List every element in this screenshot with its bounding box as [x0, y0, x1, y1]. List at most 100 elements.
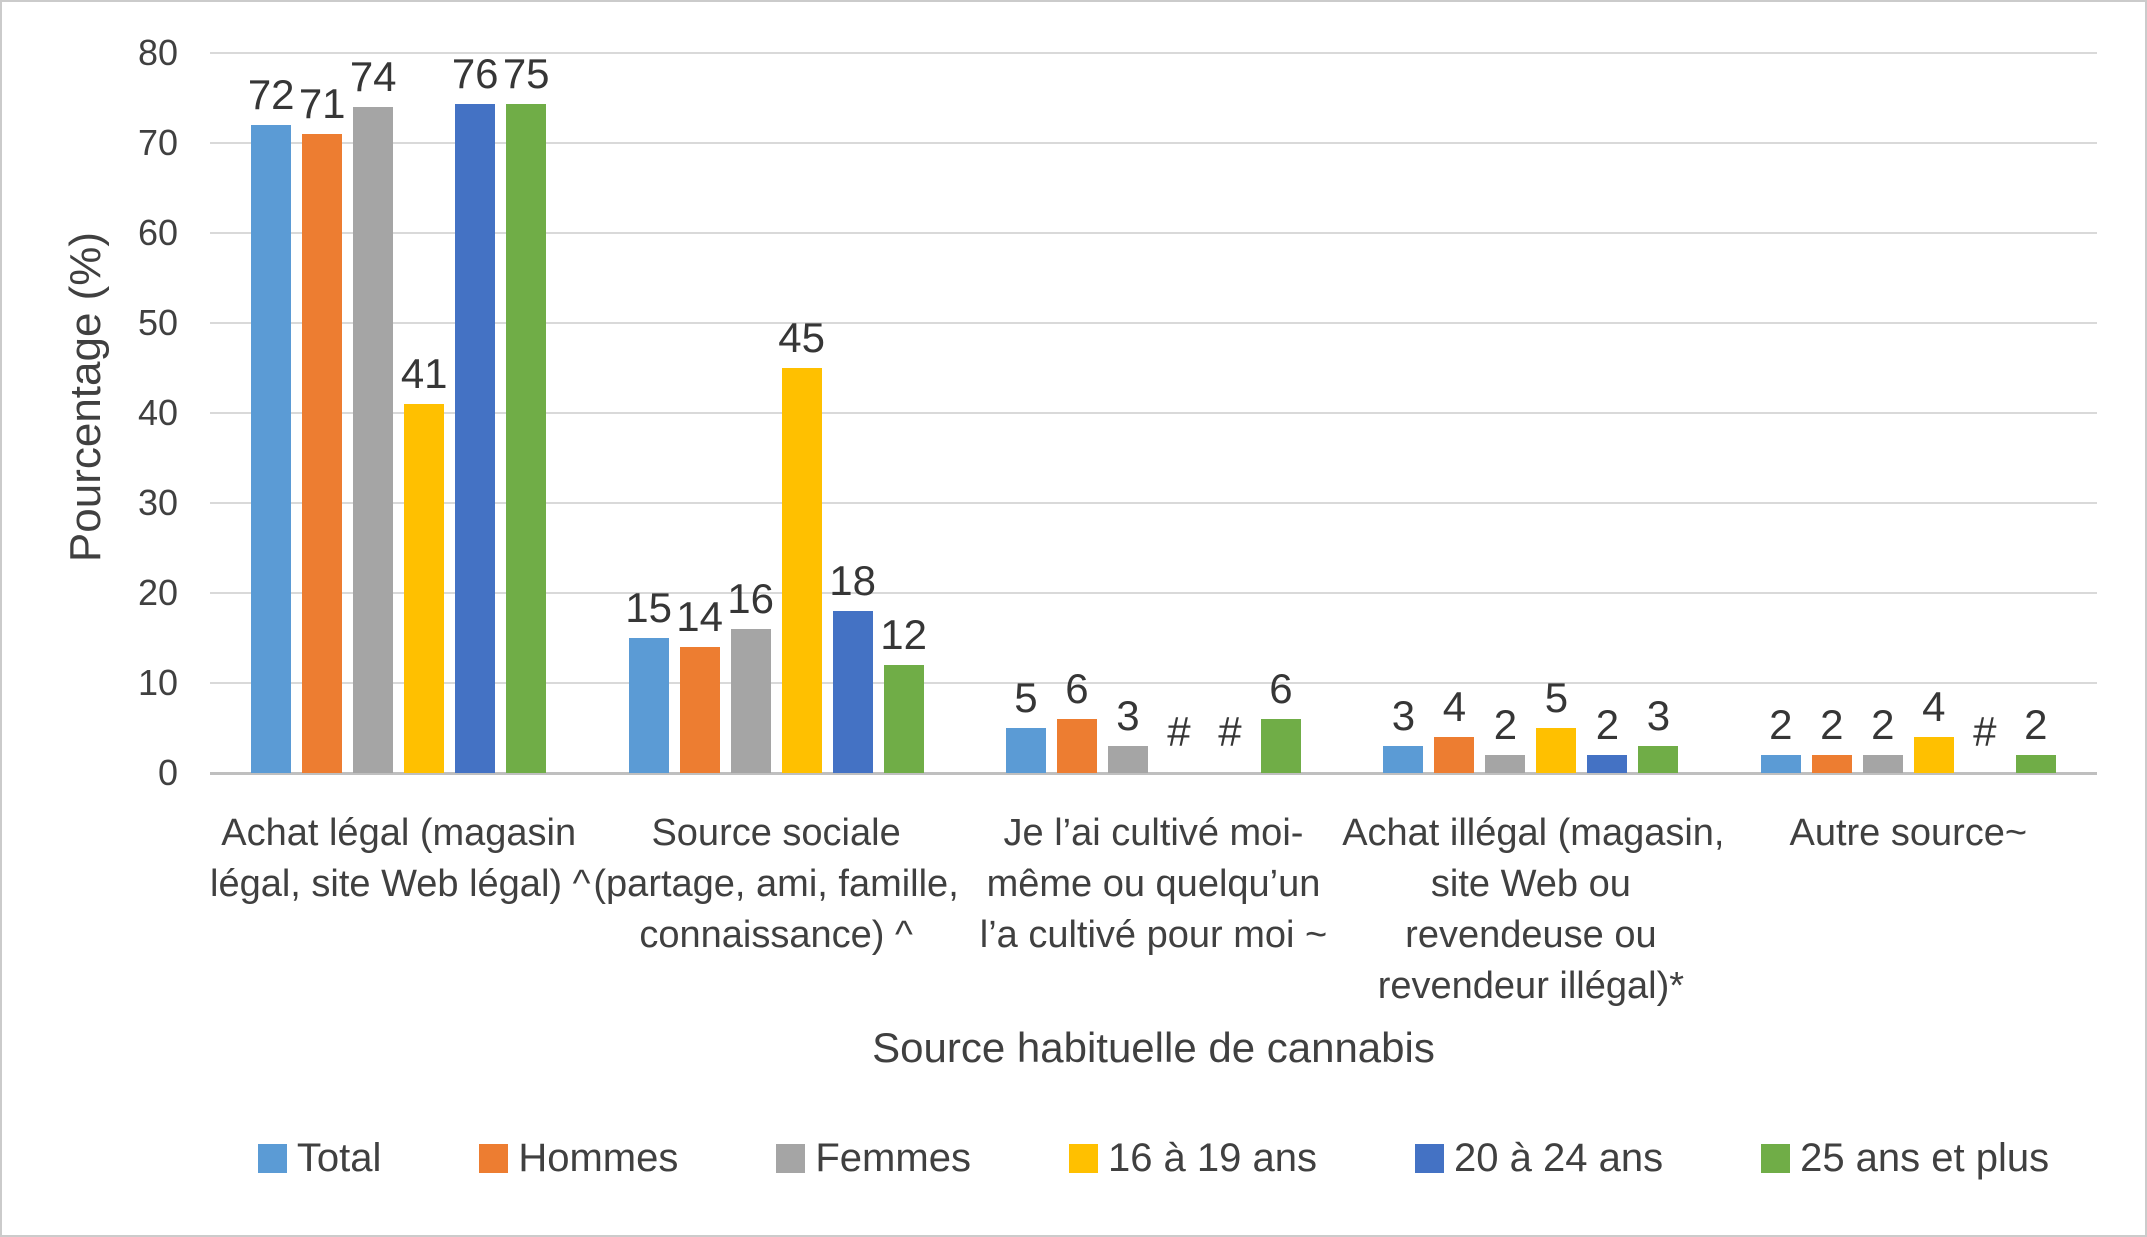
bar-value-label: 41 [400, 350, 448, 397]
bar-slot: 3 [1383, 53, 1424, 773]
category-label: Source sociale (partage, ami, famille, c… [593, 812, 959, 956]
legend-label: 25 ans et plus [1800, 1135, 2050, 1180]
bar-slot: 18 [829, 53, 876, 773]
bar-value-label: 14 [676, 593, 723, 640]
category-axis-labels: Achat légal (magasin légal, site Web lég… [210, 808, 2097, 1018]
bar-group: 2 2 2 4 #2 [1720, 53, 2097, 773]
bar-value-label: 72 [247, 71, 295, 118]
bar [781, 368, 822, 773]
bar [404, 404, 445, 773]
x-axis-title: Source habituelle de cannabis [872, 1024, 1435, 1071]
legend-label: 20 à 24 ans [1454, 1135, 1664, 1180]
y-axis-tick-label: 40 [137, 392, 178, 433]
bar [832, 611, 873, 773]
bar-slot: 2 [1587, 53, 1628, 773]
bar [1107, 746, 1148, 773]
legend-item: Total [257, 1135, 382, 1181]
legend: Total Hommes Femmes 16 à 19 ans 20 à 24 ans 2… [210, 1128, 2097, 1188]
bar-value-label: 12 [880, 611, 927, 658]
bar [1587, 755, 1628, 773]
bar-value-label: 76 [451, 50, 499, 97]
legend-item: Femmes [776, 1136, 971, 1181]
bar [730, 629, 771, 773]
gridline [210, 52, 2097, 54]
bar-value-label: 15 [625, 584, 672, 631]
bar-group: 72 71 74 41 76 75 [210, 53, 587, 773]
bar-slot: 4 [1913, 53, 1954, 773]
gridline [210, 592, 2097, 594]
bar-slot: 6 [1260, 53, 1301, 773]
suppressed-value-label: # [1167, 708, 1191, 755]
gridline [210, 412, 2097, 414]
bar [1536, 728, 1577, 773]
bar [302, 134, 343, 773]
bar-slot: 2 [2015, 53, 2056, 773]
gridline [210, 502, 2097, 504]
bar-slot: 71 [299, 53, 346, 773]
suppressed-value-label: # [1218, 708, 1242, 755]
bar [1434, 737, 1475, 773]
legend-item: 16 à 19 ans [1068, 1135, 1318, 1181]
bar-slot: 72 [248, 53, 295, 773]
bar-slot: 3 [1107, 53, 1148, 773]
bar [679, 647, 720, 773]
bar-value-label: 5 [1014, 674, 1038, 721]
bar-value-label: 2 [2024, 701, 2048, 748]
category-label: Autre source~ [1789, 812, 2028, 854]
bar-value-label: 2 [1820, 701, 1844, 748]
x-axis-line [210, 771, 2097, 775]
bar-value-label: 71 [298, 80, 346, 127]
y-axis-tick-label: 20 [137, 572, 178, 613]
bar-slot: 45 [778, 53, 825, 773]
bar [455, 104, 496, 773]
legend-label: Total [296, 1135, 382, 1180]
bar-value-label: 18 [829, 557, 876, 604]
bar [353, 107, 394, 773]
bar [251, 125, 292, 773]
bar-slot: 2 [1862, 53, 1903, 773]
bar [2015, 755, 2056, 773]
bar [1811, 755, 1852, 773]
bar-value-label: 74 [349, 53, 397, 100]
bar-slot: 2 [1485, 53, 1526, 773]
bar-slot: 4 [1434, 53, 1475, 773]
bar [506, 104, 547, 773]
bar-slot: 2 [1811, 53, 1852, 773]
bar [1760, 755, 1801, 773]
bar-value-label: 2 [1769, 701, 1793, 748]
legend-swatch [1068, 1143, 1098, 1173]
bar-value-label: 4 [1922, 683, 1946, 730]
bar-value-label: 16 [727, 575, 774, 622]
y-axis-tick-label: 0 [157, 752, 178, 793]
bar [1862, 755, 1903, 773]
bar-value-label: 2 [1595, 701, 1620, 748]
bar [883, 665, 924, 773]
suppressed-value-label: # [1973, 708, 1997, 755]
bar-slot: # [1210, 53, 1250, 773]
y-axis-tick-label: 70 [137, 122, 178, 163]
y-axis-tick-label: 60 [137, 212, 178, 253]
bar-slot: # [1965, 53, 2005, 773]
bar-value-label: 75 [502, 50, 550, 97]
bar-value-label: 4 [1442, 683, 1467, 730]
legend-swatch [1415, 1143, 1445, 1173]
legend-item: 20 à 24 ans [1415, 1136, 1663, 1181]
y-axis-tick-label: 10 [137, 662, 178, 703]
bar [1638, 746, 1679, 773]
gridline [210, 322, 2097, 324]
legend-label: Femmes [815, 1135, 971, 1180]
bar [628, 638, 669, 773]
bar-slot: 74 [350, 53, 397, 773]
y-axis-tick-labels: 0 10 20 30 40 50 60 70 80 [2, 35, 178, 791]
category-label: Achat légal (magasin légal, site Web lég… [210, 812, 591, 905]
bar-value-label: 6 [1065, 665, 1089, 712]
y-axis-tick-label: 80 [137, 32, 178, 73]
legend-label: 16 à 19 ans [1107, 1135, 1318, 1180]
bar-slot: 41 [401, 53, 448, 773]
category-label: Je l’ai cultivé moi- même ou quelqu’un l… [979, 812, 1328, 956]
legend-swatch [1761, 1143, 1791, 1173]
bar [1913, 737, 1954, 773]
bar-slot: 76 [452, 53, 499, 773]
bar-slot: 5 [1005, 53, 1046, 773]
